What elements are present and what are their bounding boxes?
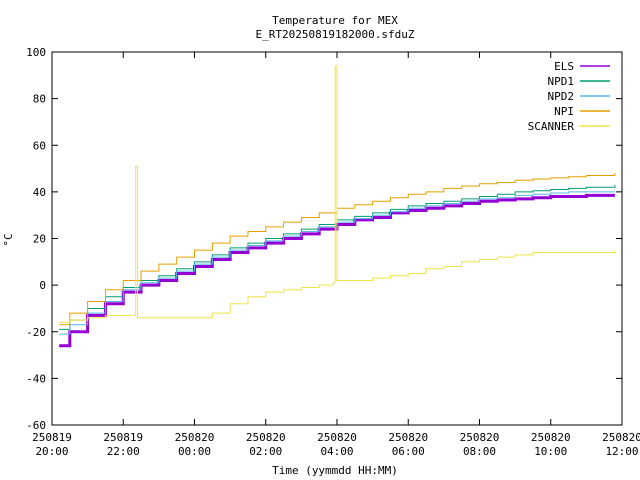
x-tick-date-label: 250820 xyxy=(531,431,571,444)
x-tick-time-label: 12:00 xyxy=(605,445,638,458)
x-tick-date-label: 250820 xyxy=(317,431,357,444)
x-tick-date-label: 250820 xyxy=(175,431,215,444)
legend-label-els: ELS xyxy=(554,60,574,73)
x-tick-time-label: 00:00 xyxy=(178,445,211,458)
legend-label-scanner: SCANNER xyxy=(528,120,575,133)
x-tick-time-label: 20:00 xyxy=(35,445,68,458)
legend: ELS NPD1 NPD2 NPI SCANNER xyxy=(528,60,610,133)
x-tick-date-label: 250820 xyxy=(602,431,640,444)
x-tick-date-label: 250819 xyxy=(103,431,143,444)
y-tick-label: 100 xyxy=(26,46,46,59)
x-axis-label: Time (yymmdd HH:MM) xyxy=(272,464,398,477)
plot-area: -60-40-2002040608010025081920:0025081922… xyxy=(26,46,640,458)
y-tick-label: 60 xyxy=(33,139,46,152)
series-line-npd2 xyxy=(59,191,615,335)
y-tick-label: -20 xyxy=(26,326,46,339)
legend-label-npi: NPI xyxy=(554,105,574,118)
chart-subtitle: E_RT20250819182000.sfduZ xyxy=(256,28,415,41)
x-tick-time-label: 02:00 xyxy=(249,445,282,458)
y-tick-label: 80 xyxy=(33,93,46,106)
y-tick-label: 40 xyxy=(33,186,46,199)
x-tick-date-label: 250820 xyxy=(460,431,500,444)
y-tick-label: -40 xyxy=(26,372,46,385)
x-tick-date-label: 250819 xyxy=(32,431,72,444)
x-tick-time-label: 10:00 xyxy=(534,445,567,458)
x-tick-time-label: 04:00 xyxy=(320,445,353,458)
x-tick-date-label: 250820 xyxy=(388,431,428,444)
x-tick-date-label: 250820 xyxy=(246,431,286,444)
x-tick-time-label: 08:00 xyxy=(463,445,496,458)
y-axis-label: °C xyxy=(2,233,15,246)
x-tick-time-label: 06:00 xyxy=(392,445,425,458)
series-line-scanner xyxy=(59,65,616,323)
x-tick-time-label: 22:00 xyxy=(107,445,140,458)
y-tick-label: 0 xyxy=(39,279,46,292)
legend-label-npd1: NPD1 xyxy=(548,75,575,88)
y-tick-label: 20 xyxy=(33,233,46,246)
legend-label-npd2: NPD2 xyxy=(548,90,575,103)
chart-title: Temperature for MEX xyxy=(272,14,398,27)
y-tick-label: -60 xyxy=(26,419,46,432)
